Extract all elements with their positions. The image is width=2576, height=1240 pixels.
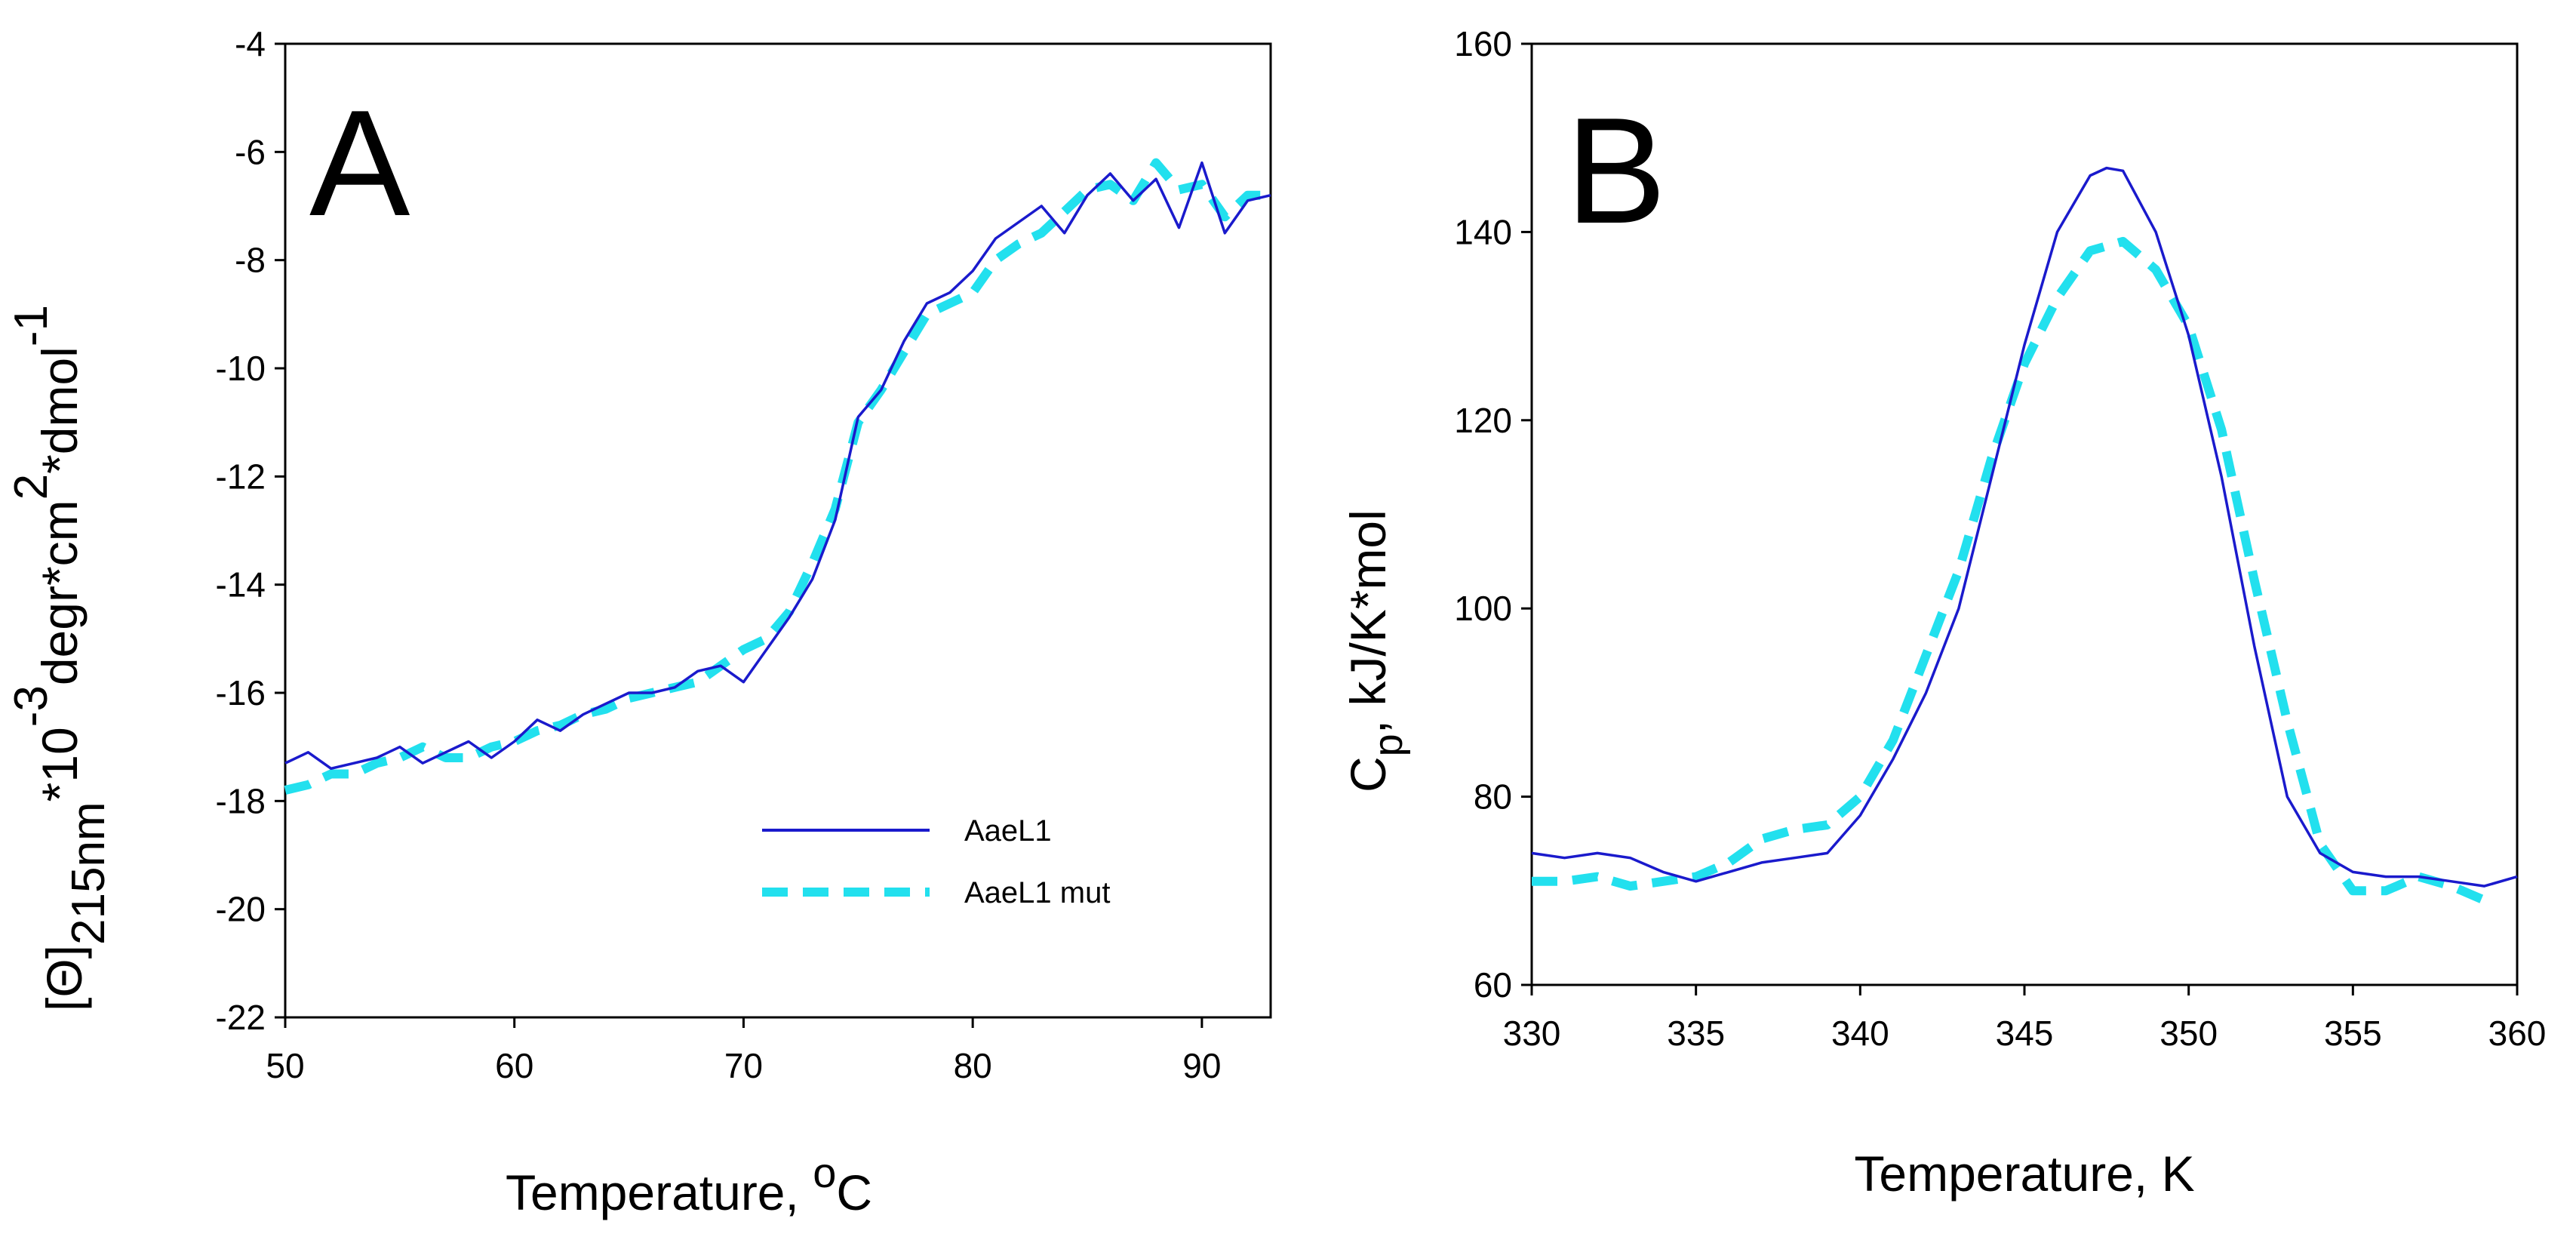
panel-b: 60 80 100 120 140 160 330 335 340 345 350 355 360 B…	[1340, 24, 2546, 1202]
panel-b-series	[1531, 166, 2518, 905]
panel-a-x-axis-title: Temperature, oC	[506, 1149, 872, 1220]
series-line-aael1-mut	[284, 158, 1271, 795]
y-tick-label: -18	[216, 781, 266, 820]
series-line-aael1	[284, 161, 1271, 771]
x-tick-label: 350	[2159, 1014, 2218, 1053]
panel-b-x-axis-title: Temperature, K	[1854, 1146, 2194, 1202]
panel-a-series	[284, 158, 1271, 795]
y-tick-label: -20	[216, 890, 266, 929]
panel-b-x-ticks: 330 335 340 345 350 355 360	[1503, 985, 2547, 1053]
x-tick-label: 90	[1182, 1046, 1221, 1085]
series-line-aael1-mut	[1532, 236, 2486, 905]
y-tick-label: -22	[216, 998, 266, 1037]
y-tick-label: 160	[1454, 24, 1512, 63]
x-tick-label: 60	[495, 1046, 533, 1085]
legend-label-aael1-mut: AaeL1 mut	[964, 876, 1110, 909]
x-tick-label: 355	[2324, 1014, 2382, 1053]
panel-a-legend: AaeL1 AaeL1 mut	[762, 814, 1110, 909]
panel-a-y-ticks: -22 -20 -18 -16 -14 -12 -10 -8 -6 -4	[216, 24, 285, 1037]
x-tick-label: 70	[724, 1046, 763, 1085]
panel-b-label: B	[1566, 87, 1666, 255]
x-tick-label: 50	[266, 1046, 304, 1085]
y-tick-label: -8	[235, 241, 266, 280]
panel-b-y-axis-title: Cp, kJ/K*mol	[1340, 509, 1411, 792]
y-tick-label: -6	[235, 132, 266, 171]
y-tick-label: -10	[216, 349, 266, 388]
y-tick-label: -16	[216, 673, 266, 712]
y-tick-label: 140	[1454, 212, 1512, 251]
panel-a: -22 -20 -18 -16 -14 -12 -10 -8 -6 -4 50 60 70 80 90 A…	[5, 24, 1272, 1220]
x-tick-label: 345	[1996, 1014, 2054, 1053]
x-tick-label: 340	[1831, 1014, 1889, 1053]
y-tick-label: 100	[1454, 589, 1512, 628]
y-tick-label: -14	[216, 565, 266, 605]
x-tick-label: 80	[954, 1046, 992, 1085]
series-line-aael1	[1531, 166, 2518, 888]
y-tick-label: 80	[1474, 777, 1512, 817]
x-tick-label: 330	[1503, 1014, 1561, 1053]
panel-b-plot-frame	[1530, 42, 2519, 986]
panel-a-x-ticks: 50 60 70 80 90	[266, 1017, 1221, 1085]
y-tick-label: -4	[235, 24, 266, 63]
y-tick-label: 60	[1474, 965, 1512, 1005]
x-tick-label: 335	[1667, 1014, 1725, 1053]
panel-a-label: A	[309, 79, 410, 248]
panel-b-y-ticks: 60 80 100 120 140 160	[1454, 24, 1532, 1005]
y-tick-label: 120	[1454, 401, 1512, 440]
panel-a-plot-frame	[284, 42, 1272, 1019]
legend-label-aael1: AaeL1	[964, 814, 1052, 848]
x-tick-label: 360	[2488, 1014, 2547, 1053]
panel-a-y-axis-title: [Θ]215nm*10-3degr*cm2*dmol-1	[5, 305, 115, 1011]
y-tick-label: -12	[216, 457, 266, 496]
